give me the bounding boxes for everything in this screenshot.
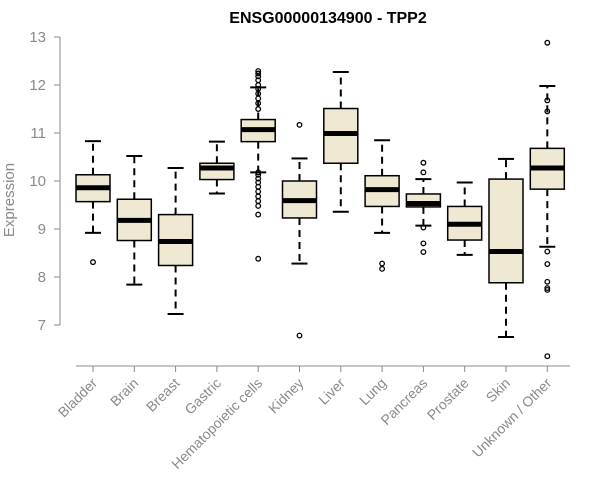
y-tick-label: 9: [38, 221, 46, 238]
x-tick-label: Bladder: [55, 375, 101, 421]
y-tick-label: 11: [30, 125, 46, 142]
x-tick-label: Kidney: [265, 375, 307, 417]
box-rect: [488, 178, 524, 284]
outlier-point: [255, 203, 262, 209]
x-tick-label: Brain: [107, 375, 141, 409]
outlier-point: [255, 175, 262, 182]
y-tick-label: 7: [38, 317, 46, 334]
outlier-point: [420, 224, 427, 231]
box-hematopoietic-cells: [240, 68, 276, 262]
outlier-point: [296, 121, 303, 128]
box-unknown-other: [529, 39, 566, 360]
outlier-point: [420, 159, 427, 166]
chart-title: ENSG00000134900 - TPP2: [229, 10, 427, 27]
box-liver: [323, 71, 359, 213]
outlier-point: [379, 265, 386, 272]
y-axis-label: Expression: [1, 163, 18, 237]
y-tick-label: 13: [29, 29, 46, 46]
outlier-point: [420, 240, 427, 247]
outlier-point: [255, 188, 262, 195]
outlier-point: [255, 73, 262, 80]
outlier-point: [255, 169, 262, 176]
box-skin: [488, 157, 524, 338]
x-tick-label: Breast: [143, 375, 183, 415]
outlier-point: [544, 353, 551, 360]
box-series: [75, 39, 566, 360]
outlier-point: [255, 106, 262, 112]
box-breast: [157, 167, 194, 315]
outlier-point: [255, 68, 262, 75]
outlier-point: [544, 39, 551, 46]
outlier-point: [379, 260, 386, 267]
outlier-point: [255, 82, 262, 88]
outlier-point: [255, 211, 262, 218]
outlier-point: [255, 193, 262, 200]
outlier-point: [90, 259, 96, 266]
outlier-point: [544, 97, 551, 104]
box-pancreas: [405, 159, 442, 255]
box-kidney: [281, 121, 318, 339]
outlier-point: [544, 287, 551, 293]
x-tick-label: Lung: [356, 375, 389, 408]
outlier-point: [420, 249, 427, 255]
outlier-point: [255, 171, 262, 178]
outlier-point: [255, 255, 262, 262]
y-tick-label: 10: [29, 173, 46, 190]
outlier-point: [255, 198, 262, 205]
x-tick-label: Skin: [483, 375, 514, 406]
y-tick-label: 8: [38, 269, 46, 286]
outlier-point: [544, 278, 551, 285]
box-prostate: [446, 181, 483, 256]
outlier-point: [255, 70, 262, 77]
y-axis-ticks: 7 8 9 10 11 12 13: [29, 29, 60, 334]
outlier-point: [544, 261, 551, 267]
outlier-point: [255, 95, 262, 102]
outlier-point: [420, 169, 427, 176]
outlier-point: [296, 332, 303, 339]
box-brain: [116, 155, 153, 286]
outlier-point: [544, 285, 551, 291]
box-gastric: [199, 140, 235, 195]
outlier-point: [544, 108, 551, 115]
outlier-point: [255, 100, 262, 107]
box-bladder: [75, 140, 111, 266]
outlier-point: [544, 248, 551, 255]
y-tick-label: 12: [29, 77, 46, 94]
box-lung: [364, 139, 400, 272]
x-tick-label: Liver: [315, 375, 348, 408]
x-tick-label: Prostate: [424, 375, 472, 423]
